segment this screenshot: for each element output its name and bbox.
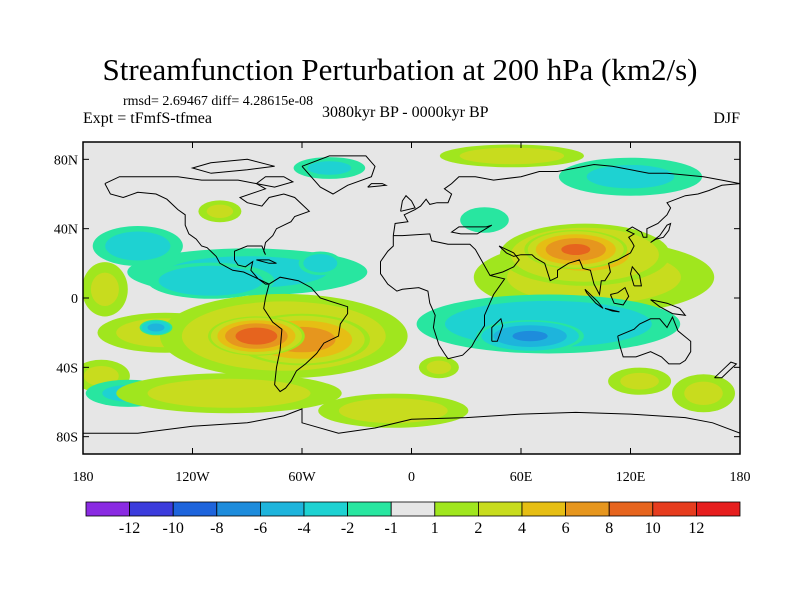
coastline-11 — [609, 286, 630, 306]
contour-band-15-1 — [459, 147, 565, 165]
coastline-5 — [450, 224, 493, 235]
coastline-1 — [301, 155, 376, 195]
colorbar-swatch — [347, 501, 392, 517]
colorbar-label: -4 — [297, 520, 310, 537]
coastline-8 — [650, 222, 672, 243]
lon-tick-label: 180 — [730, 470, 751, 485]
colorbar-swatch — [172, 501, 218, 517]
coastline-0 — [104, 176, 311, 285]
coastline-9 — [584, 288, 604, 309]
lon-tick-label: 60E — [510, 470, 533, 485]
colorbar-swatch — [521, 501, 566, 517]
contour-band-25-4 — [561, 244, 591, 255]
rmsd-diff-label: rmsd= 2.69467 diff= 4.28615e-08 — [123, 94, 314, 109]
colorbar-swatch — [303, 501, 348, 517]
contour-band-8-1 — [307, 161, 352, 175]
colorbar-label: -10 — [163, 520, 184, 537]
contour-field — [83, 144, 735, 428]
colorbar-label: 1 — [431, 520, 439, 537]
lat-tick-label: 80N — [54, 153, 78, 168]
coastline-3 — [380, 233, 506, 360]
lon-tick-label: 0 — [408, 470, 415, 485]
axis-ticks: 80N 40N 0 40S 80S 180 120W 60W 0 60E 120E 180 — [54, 142, 751, 485]
colorbar-label: 6 — [562, 520, 570, 537]
lon-tick-label: 180 — [73, 470, 94, 485]
contour-band-16-1 — [105, 231, 171, 261]
period-label: 3080kyr BP - 0000kyr BP — [322, 104, 489, 121]
colorbar-label: -6 — [254, 520, 267, 537]
colorbar-label: 8 — [605, 520, 613, 537]
contour-band-4-1 — [83, 366, 119, 386]
coastline-12 — [650, 299, 687, 316]
chart-title: Streamfunction Perturbation at 200 hPa (… — [102, 52, 698, 87]
coastline-4 — [392, 163, 740, 236]
colorbar-swatch — [129, 501, 174, 517]
colorbar-label: 2 — [474, 520, 482, 537]
lon-tick-label: 120W — [175, 470, 210, 485]
colorbar-swatch — [565, 501, 610, 517]
coastline-17 — [256, 176, 295, 188]
coastline-20 — [714, 361, 738, 379]
contour-band-22-2 — [147, 323, 165, 332]
colorbar-swatch — [85, 501, 130, 517]
lon-tick-label: 120E — [616, 470, 646, 485]
colorbar-label: 4 — [518, 520, 526, 537]
coastlines — [83, 155, 740, 434]
coastline-2 — [263, 276, 349, 393]
coastline-16 — [83, 408, 740, 434]
contour-band-2-1 — [620, 372, 659, 390]
colorbar-swatch — [390, 501, 436, 517]
experiment-label: Expt = tFmfS-tfmea — [83, 110, 213, 127]
colorbar-swatch — [652, 501, 697, 517]
coastline-7 — [617, 315, 692, 365]
lat-tick-label: 40N — [54, 223, 78, 238]
coastline-21 — [629, 265, 642, 287]
coastline-19 — [256, 259, 277, 264]
colorbar-swatch — [477, 501, 523, 517]
contour-band-0-0 — [460, 207, 509, 233]
contour-band-26-4 — [235, 327, 278, 345]
colorbar-swatch — [608, 501, 654, 517]
contour-band-3-1 — [684, 381, 723, 405]
colorbar-label: -2 — [341, 520, 354, 537]
contour-band-9-1 — [586, 165, 675, 189]
colorbar-swatch — [259, 501, 305, 517]
lat-tick-label: 80S — [56, 431, 78, 446]
lon-tick-label: 60W — [288, 470, 316, 485]
lat-tick-label: 40S — [56, 361, 78, 376]
contour-band-6-1 — [90, 272, 119, 306]
colorbar-label: -8 — [210, 520, 223, 537]
colorbar-swatch — [696, 501, 741, 517]
coastline-10 — [604, 307, 620, 313]
contour-band-13-1 — [338, 398, 448, 424]
coastline-15 — [367, 183, 388, 188]
contour-band-23-3 — [512, 330, 548, 342]
coastline-6 — [489, 183, 740, 297]
coastline-13 — [491, 317, 504, 342]
colorbar-swatch — [434, 501, 479, 517]
contour-band-18-1 — [303, 254, 338, 273]
contour-band-12-1 — [147, 378, 311, 408]
coastline-14 — [400, 194, 416, 212]
colorbar-label: -12 — [119, 520, 140, 537]
season-label: DJF — [713, 110, 740, 127]
lat-tick-label: 0 — [71, 292, 78, 307]
colorbar-label: 12 — [688, 520, 704, 537]
colorbar-label: 10 — [645, 520, 661, 537]
contour-band-20-1 — [158, 265, 263, 296]
contour-band-1-1 — [426, 360, 452, 374]
colorbar-label: -1 — [385, 520, 398, 537]
contour-band-5-1 — [206, 204, 234, 218]
colorbar: -12 -10 -8 -6 -4 -2 -1 1 2 4 6 8 10 12 — [85, 501, 741, 537]
coastline-18 — [190, 158, 275, 174]
colorbar-swatch — [216, 501, 261, 517]
